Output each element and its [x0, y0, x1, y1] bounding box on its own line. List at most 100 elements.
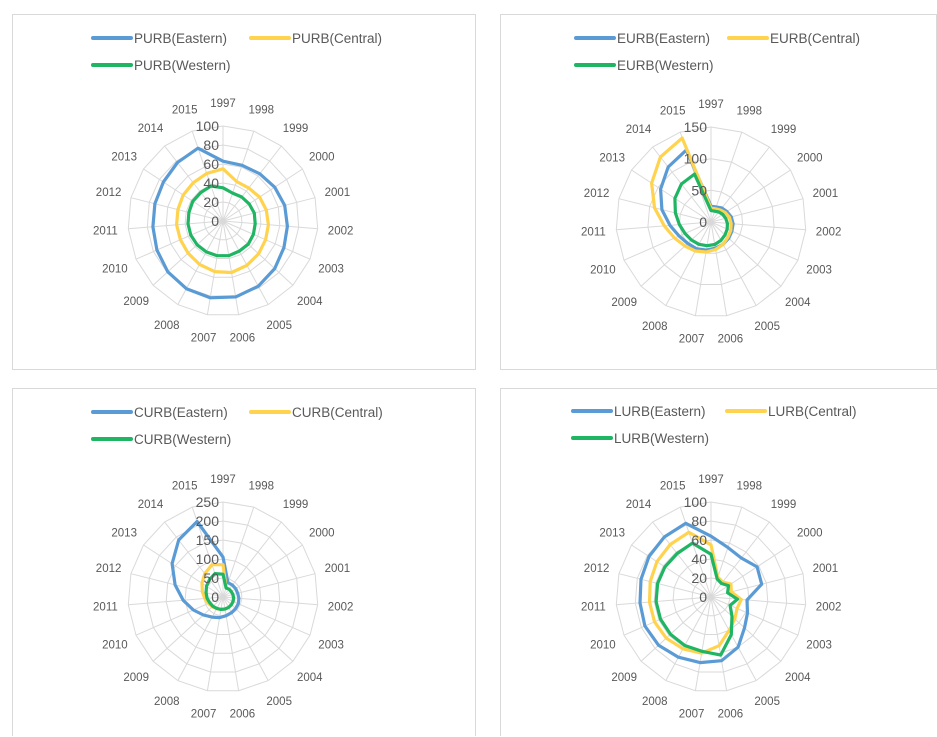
- radial-tick-label: 150: [196, 532, 220, 548]
- category-label: 2005: [754, 321, 780, 333]
- category-label: 2015: [172, 480, 198, 492]
- legend-label: PURB(Eastern): [134, 31, 227, 46]
- category-label: 2015: [660, 480, 686, 492]
- radial-tick-label: 150: [684, 119, 708, 135]
- category-label: 2006: [718, 333, 744, 345]
- grid-spoke: [222, 145, 282, 222]
- grid-spoke: [222, 130, 255, 222]
- series-line: [638, 521, 764, 665]
- category-label: 1997: [210, 98, 236, 110]
- legend-label: LURB(Central): [768, 404, 857, 419]
- radar-svg: 0 50 100 150 1997 1998 1999 2000 2001 2002 2003 200…: [574, 31, 860, 345]
- category-label: 2012: [584, 563, 610, 575]
- legend-label: CURB(Central): [292, 405, 383, 420]
- grid-spoke: [222, 596, 269, 681]
- legend-label: PURB(Central): [292, 31, 382, 46]
- grid-spoke: [143, 544, 224, 598]
- category-label: 2005: [754, 696, 780, 708]
- category-label: 2012: [96, 563, 122, 575]
- category-label: 2007: [679, 708, 705, 720]
- radar-svg: 0 50 100 150 200 250 1997 1998 1999 2000 2001 2002 2…: [91, 405, 383, 720]
- category-label: 2002: [328, 226, 354, 238]
- series-line: [673, 172, 729, 248]
- category-label: 2012: [584, 188, 610, 200]
- grid-ring: [127, 125, 319, 316]
- category-label: 2008: [154, 320, 180, 332]
- radial-tick-label: 40: [203, 175, 219, 191]
- category-label: 2007: [679, 333, 705, 345]
- radial-tick-label: 0: [211, 213, 219, 229]
- grid-spoke: [618, 198, 712, 223]
- series-line: [650, 136, 733, 254]
- grid-spoke: [222, 220, 269, 305]
- grid-spoke: [640, 221, 712, 287]
- grid-spoke: [710, 221, 757, 306]
- category-label: 2005: [266, 696, 292, 708]
- radial-tick-label: 20: [691, 570, 707, 586]
- category-label: 2009: [123, 296, 149, 308]
- category-label: 2006: [718, 708, 744, 720]
- grid-spoke: [222, 220, 318, 230]
- category-label: 1998: [737, 480, 763, 492]
- radial-tick-label: 80: [691, 513, 707, 529]
- series-line: [654, 541, 740, 657]
- grid-spoke: [222, 197, 316, 222]
- grid-spoke: [710, 221, 728, 316]
- category-label: 2000: [797, 528, 823, 540]
- category-label: 2009: [611, 297, 637, 309]
- category-label: 2008: [154, 696, 180, 708]
- grid-spoke: [694, 596, 712, 691]
- grid-spoke: [694, 221, 712, 316]
- category-label: 2008: [642, 696, 668, 708]
- category-label: 2002: [816, 227, 842, 239]
- grid-spoke: [623, 596, 712, 636]
- radial-tick-label: 100: [684, 151, 708, 167]
- category-label: 2001: [813, 188, 839, 200]
- category-label: 1999: [283, 499, 309, 511]
- grid-spoke: [618, 573, 712, 598]
- grid-ring: [678, 189, 744, 254]
- category-label: 2005: [266, 320, 292, 332]
- category-label: 1998: [249, 480, 275, 492]
- grid-spoke: [616, 596, 712, 606]
- legend-label: PURB(Western): [134, 58, 231, 73]
- grid-spoke: [710, 544, 791, 598]
- grid-spoke: [623, 221, 712, 261]
- legend-label: EURB(Western): [617, 58, 714, 73]
- radial-tick-label: 80: [203, 137, 219, 153]
- category-label: 2003: [318, 639, 344, 651]
- radar-chart-purb: 0 20 40 60 80 100 1997 1998 1999 2000 2001 2002 2003…: [12, 14, 476, 370]
- grid-ring: [165, 163, 281, 278]
- grid-spoke: [710, 221, 799, 261]
- category-label: 2000: [797, 153, 823, 165]
- radial-tick-label: 100: [196, 551, 220, 567]
- radial-tick-label: 250: [196, 494, 220, 510]
- grid-ring: [203, 201, 243, 241]
- category-label: 2014: [626, 499, 652, 511]
- grid-ring: [647, 158, 775, 285]
- category-label: 2011: [93, 226, 118, 238]
- category-label: 1997: [698, 99, 724, 111]
- category-label: 2013: [599, 528, 625, 540]
- grid-spoke: [710, 596, 799, 636]
- category-label: 2013: [111, 528, 137, 540]
- grid-spoke: [640, 596, 712, 662]
- category-label: 2003: [318, 263, 344, 275]
- radial-tick-label: 50: [203, 570, 219, 586]
- category-label: 2000: [309, 152, 335, 164]
- grid-ring: [184, 182, 262, 259]
- category-label: 2004: [297, 296, 323, 308]
- legend-label: LURB(Western): [614, 431, 709, 446]
- grid-spoke: [222, 596, 240, 691]
- series-line: [170, 519, 241, 620]
- grid-ring: [615, 501, 807, 692]
- category-label: 2004: [297, 672, 323, 684]
- radial-tick-label: 40: [691, 551, 707, 567]
- grid-spoke: [177, 220, 224, 305]
- grid-spoke: [710, 596, 782, 662]
- radial-tick-label: 60: [203, 156, 219, 172]
- category-label: 2014: [626, 124, 652, 136]
- category-label: 2009: [611, 672, 637, 684]
- series-line: [647, 530, 743, 655]
- radial-tick-label: 50: [691, 182, 707, 198]
